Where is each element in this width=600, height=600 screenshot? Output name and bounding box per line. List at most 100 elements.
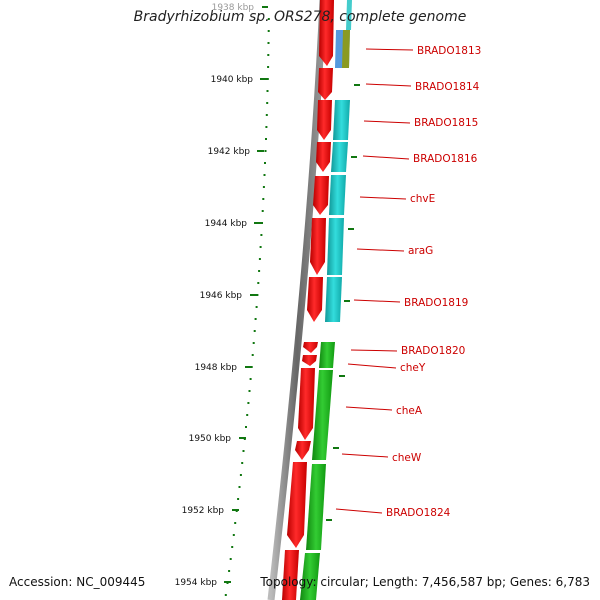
- gene-label[interactable]: cheW: [392, 452, 422, 464]
- ruler-minor-tick: [249, 378, 252, 380]
- leader-line: [345, 406, 393, 411]
- leader-line: [359, 196, 407, 200]
- ruler-minor-tick: [248, 390, 251, 392]
- gene-label[interactable]: BRADO1815: [414, 117, 478, 129]
- gene-block[interactable]: [316, 142, 331, 172]
- gene-label[interactable]: chvE: [410, 193, 435, 205]
- genome-stats-text: Topology: circular; Length: 7,456,587 bp…: [260, 575, 590, 589]
- gene-block[interactable]: [313, 176, 329, 215]
- gene-label[interactable]: BRADO1814: [415, 81, 480, 93]
- feature-marker-ticks: [326, 84, 360, 521]
- ruler-minor-tick: [261, 222, 263, 224]
- ruler-minor-tick: [266, 78, 269, 80]
- ruler-minor-tick: [238, 486, 241, 488]
- ruler-minor-tick: [252, 342, 255, 344]
- leader-line: [356, 248, 405, 252]
- ruler-minor-tick: [253, 330, 256, 332]
- gene-block[interactable]: [295, 441, 311, 460]
- ruler-minor-tick: [259, 246, 262, 248]
- green-feature-track: [300, 342, 335, 600]
- gene-block[interactable]: [302, 355, 317, 366]
- leader-line: [353, 299, 401, 303]
- gene-block[interactable]: [307, 277, 323, 322]
- ruler-minor-tick: [245, 426, 247, 428]
- gene-label[interactable]: cheA: [396, 405, 423, 417]
- ruler-label: 1950 kbp: [189, 434, 232, 444]
- ruler-minor-tick: [264, 162, 266, 164]
- gene-block[interactable]: [287, 462, 307, 548]
- gene-block[interactable]: [310, 218, 326, 275]
- cyan-feature-block: [327, 218, 344, 275]
- ruler-minor-tick: [232, 534, 235, 536]
- ruler-label: 1938 kbp: [212, 3, 255, 13]
- gene-label[interactable]: BRADO1820: [401, 345, 465, 357]
- ruler-minor-tick: [256, 294, 259, 296]
- ruler-minor-tick: [260, 234, 263, 236]
- leader-line: [365, 83, 412, 87]
- leader-line: [365, 48, 414, 51]
- gene-block[interactable]: [318, 68, 333, 100]
- ruler-minor-tick: [262, 186, 265, 188]
- gene-block[interactable]: [319, 0, 334, 66]
- ruler-minor-tick: [241, 462, 244, 464]
- ruler-minor-ticks: [224, 18, 270, 596]
- ruler-minor-tick: [258, 258, 261, 260]
- ruler-major-ticks: 1938 kbp 1940 kbp 1942 kbp 1944 kbp 1946…: [175, 3, 268, 588]
- leader-line: [347, 363, 397, 369]
- ruler-minor-tick: [239, 474, 242, 476]
- leader-line: [350, 349, 398, 352]
- cyan-feature-block: [325, 277, 342, 322]
- gene-label[interactable]: araG: [408, 245, 433, 257]
- ruler-label: 1946 kbp: [200, 291, 243, 301]
- gene-label[interactable]: cheY: [400, 362, 426, 374]
- gene-block[interactable]: [282, 550, 299, 600]
- gene-label[interactable]: BRADO1813: [417, 45, 481, 57]
- accession-text: Accession: NC_009445: [9, 575, 146, 589]
- ruler-label: 1948 kbp: [195, 363, 238, 373]
- leader-line: [341, 453, 389, 458]
- ruler-label: 1944 kbp: [205, 219, 248, 229]
- leader-line: [362, 155, 410, 160]
- ruler-minor-tick: [267, 54, 270, 56]
- gene-label-leaders: [335, 48, 414, 514]
- ruler-minor-tick: [255, 306, 258, 308]
- gene-label[interactable]: BRADO1824: [386, 507, 451, 519]
- cyan-feature-block: [346, 0, 352, 30]
- ruler-label: 1940 kbp: [211, 75, 254, 85]
- cyan-feature-block: [329, 175, 346, 215]
- leader-line: [335, 508, 383, 514]
- gene-labels: BRADO1813 BRADO1814 BRADO1815 BRADO1816 …: [386, 45, 481, 519]
- ruler-label: 1954 kbp: [175, 578, 218, 588]
- ruler-minor-tick: [266, 102, 269, 104]
- gene-block[interactable]: [317, 100, 332, 140]
- ruler-minor-tick: [267, 30, 270, 32]
- ruler-minor-tick: [234, 522, 237, 524]
- green-feature-block: [319, 342, 335, 368]
- ruler-minor-tick: [265, 126, 268, 128]
- gene-block[interactable]: [303, 342, 318, 353]
- ruler-minor-tick: [251, 354, 254, 356]
- ruler-minor-tick: [231, 546, 234, 548]
- ruler-minor-tick: [257, 282, 260, 284]
- green-feature-block: [306, 464, 326, 550]
- ruler-label: 1942 kbp: [208, 147, 251, 157]
- cyan-feature-track: [325, 100, 350, 322]
- genome-title: Bradyrhizobium sp. ORS278, complete geno…: [133, 9, 467, 25]
- ruler-minor-tick: [266, 90, 269, 92]
- leader-line: [363, 120, 411, 124]
- green-feature-block: [300, 553, 320, 600]
- ruler-minor-tick: [228, 570, 231, 572]
- ruler-minor-tick: [242, 450, 245, 452]
- ruler-minor-tick: [258, 270, 261, 272]
- gene-block[interactable]: [298, 368, 315, 440]
- ruler-minor-tick: [246, 414, 249, 416]
- ruler-minor-tick: [237, 498, 240, 500]
- gene-label[interactable]: BRADO1819: [404, 297, 468, 309]
- gene-blocks: [282, 0, 334, 600]
- ruler-minor-tick: [267, 66, 270, 68]
- ruler-minor-tick: [267, 18, 270, 20]
- ruler-minor-tick: [254, 318, 257, 320]
- gene-label[interactable]: BRADO1816: [413, 153, 478, 165]
- ruler-minor-tick: [263, 174, 266, 176]
